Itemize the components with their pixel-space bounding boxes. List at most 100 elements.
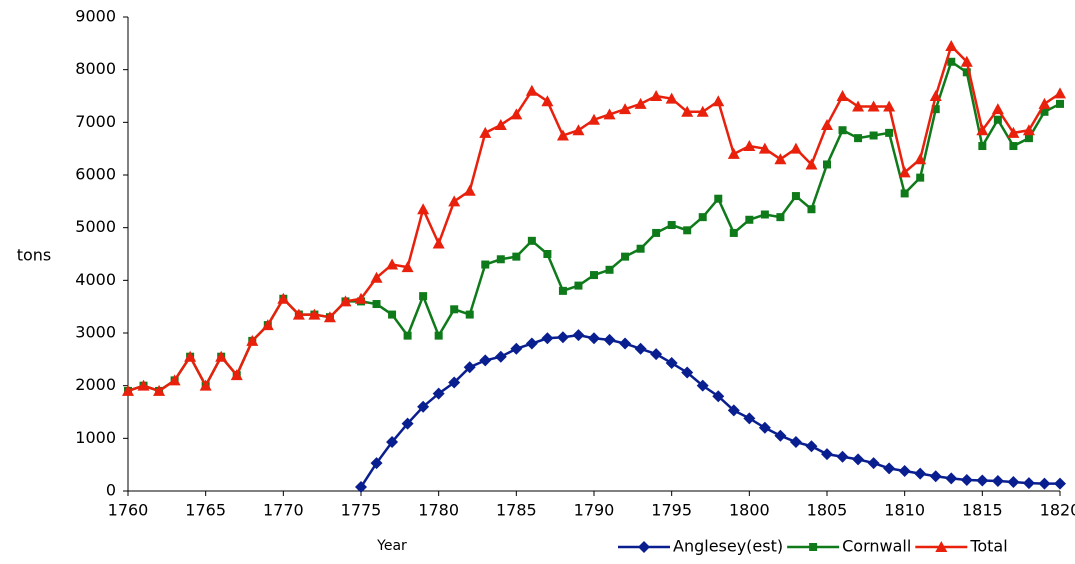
marker <box>403 331 412 340</box>
marker <box>935 541 948 552</box>
marker <box>789 142 802 154</box>
marker <box>1054 87 1066 99</box>
marker <box>696 105 709 117</box>
marker <box>634 342 647 355</box>
marker <box>821 448 833 461</box>
marker <box>929 470 942 483</box>
marker <box>854 134 863 143</box>
marker <box>714 194 723 203</box>
x-tick-label: 1770 <box>263 501 304 520</box>
marker <box>1040 107 1049 116</box>
marker <box>417 203 430 215</box>
marker <box>479 126 492 138</box>
y-tick-label: 8000 <box>75 59 116 78</box>
marker <box>978 142 987 151</box>
marker <box>184 350 197 362</box>
marker <box>791 192 800 201</box>
marker <box>683 226 692 235</box>
x-tick-label: 1785 <box>496 501 537 520</box>
y-tick-label: 1000 <box>75 428 116 447</box>
marker <box>836 90 849 101</box>
marker <box>774 153 787 165</box>
marker <box>386 258 399 270</box>
marker <box>1056 99 1064 108</box>
marker <box>261 319 274 331</box>
marker <box>619 337 632 350</box>
y-tick-label: 5000 <box>75 217 116 236</box>
marker <box>681 366 694 379</box>
x-tick-label: 1810 <box>884 501 925 520</box>
marker <box>867 457 880 470</box>
marker <box>510 108 523 120</box>
marker <box>277 292 290 304</box>
marker <box>743 140 756 152</box>
marker <box>947 57 956 66</box>
legend-label: Cornwall <box>842 537 911 556</box>
x-tick-label: 1760 <box>108 501 149 520</box>
marker <box>898 464 911 477</box>
marker <box>527 236 536 245</box>
marker <box>448 195 461 207</box>
marker <box>852 100 865 112</box>
y-tick-label: 9000 <box>75 7 116 26</box>
marker <box>1038 477 1051 490</box>
y-tick-label: 4000 <box>75 270 116 289</box>
x-tick-label: 1765 <box>185 501 226 520</box>
marker <box>712 390 725 403</box>
marker <box>448 376 461 389</box>
marker <box>869 131 878 140</box>
marker <box>308 308 321 320</box>
marker <box>372 300 381 309</box>
marker <box>558 286 567 295</box>
marker <box>960 55 973 67</box>
marker <box>401 417 414 430</box>
marker <box>991 474 1004 487</box>
marker <box>605 265 614 274</box>
marker <box>805 158 818 170</box>
marker <box>588 113 600 125</box>
marker <box>355 292 367 304</box>
marker <box>805 440 818 453</box>
marker <box>838 126 847 135</box>
marker <box>574 281 583 290</box>
marker <box>916 173 925 182</box>
x-tick-label: 1775 <box>341 501 382 520</box>
marker <box>510 342 523 355</box>
marker <box>603 108 616 120</box>
marker <box>168 374 181 386</box>
x-tick-label: 1805 <box>807 501 848 520</box>
marker <box>774 429 787 442</box>
marker <box>1009 142 1018 151</box>
marker <box>914 467 927 480</box>
marker <box>836 450 849 463</box>
marker <box>929 90 942 101</box>
marker <box>556 331 569 344</box>
marker <box>541 95 554 107</box>
marker <box>512 252 521 261</box>
marker <box>246 334 259 346</box>
legend-label: Total <box>969 537 1007 556</box>
marker <box>760 210 769 219</box>
marker <box>665 357 678 370</box>
marker <box>809 543 818 551</box>
marker <box>883 100 896 112</box>
marker <box>292 308 305 320</box>
y-tick-label: 0 <box>106 481 116 500</box>
marker <box>450 305 459 314</box>
marker <box>638 541 650 553</box>
marker <box>652 228 661 237</box>
marker <box>339 295 352 307</box>
marker <box>745 215 754 224</box>
marker <box>122 384 134 396</box>
x-tick-label: 1790 <box>574 501 615 520</box>
marker <box>758 142 771 154</box>
marker <box>434 331 443 340</box>
marker <box>619 103 632 115</box>
marker <box>603 333 616 346</box>
marker <box>370 271 383 283</box>
marker <box>650 348 663 361</box>
marker <box>479 354 492 367</box>
marker <box>463 184 476 196</box>
marker <box>667 221 676 230</box>
